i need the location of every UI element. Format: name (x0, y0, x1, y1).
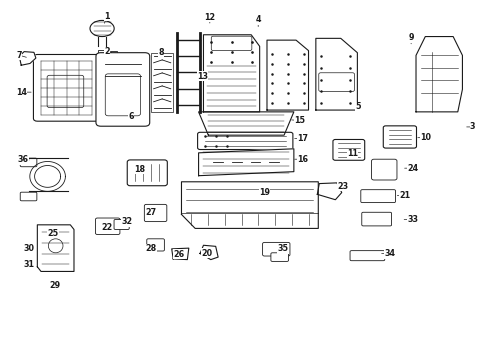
Text: 5: 5 (355, 102, 361, 111)
Text: 26: 26 (173, 250, 184, 259)
Text: 2: 2 (104, 47, 110, 56)
FancyBboxPatch shape (20, 192, 37, 201)
Text: 6: 6 (128, 112, 134, 121)
Bar (111, 51, 117, 54)
Text: 36: 36 (18, 156, 29, 165)
Text: 3: 3 (470, 122, 475, 131)
FancyBboxPatch shape (383, 126, 416, 148)
Text: 32: 32 (121, 217, 132, 226)
FancyBboxPatch shape (33, 54, 100, 121)
Bar (151, 53, 173, 112)
Text: 13: 13 (197, 72, 208, 81)
Text: 9: 9 (408, 33, 414, 42)
Polygon shape (198, 112, 294, 135)
Polygon shape (267, 40, 309, 110)
Text: 34: 34 (384, 249, 395, 258)
FancyBboxPatch shape (350, 251, 385, 261)
Text: 1: 1 (104, 12, 110, 21)
Text: 30: 30 (24, 244, 34, 253)
Polygon shape (181, 182, 318, 228)
Text: 7: 7 (17, 51, 22, 60)
Text: 35: 35 (278, 244, 289, 253)
Text: 31: 31 (24, 260, 34, 269)
Polygon shape (198, 149, 294, 176)
FancyBboxPatch shape (20, 158, 37, 167)
Text: 27: 27 (145, 208, 156, 217)
Text: 8: 8 (158, 48, 164, 57)
Text: 19: 19 (259, 188, 270, 197)
Text: 11: 11 (347, 149, 358, 158)
Bar (98, 50, 109, 55)
FancyBboxPatch shape (362, 212, 392, 226)
Polygon shape (203, 35, 260, 112)
FancyBboxPatch shape (271, 253, 289, 261)
Text: 22: 22 (101, 223, 113, 232)
Text: 25: 25 (48, 229, 58, 238)
Text: 28: 28 (145, 244, 156, 253)
Text: 21: 21 (400, 191, 411, 200)
Text: 29: 29 (49, 280, 60, 289)
FancyBboxPatch shape (147, 239, 164, 251)
Text: 18: 18 (134, 165, 146, 174)
Text: 10: 10 (420, 133, 431, 142)
FancyBboxPatch shape (127, 160, 167, 186)
FancyBboxPatch shape (333, 139, 365, 160)
Text: 23: 23 (337, 182, 348, 191)
Text: 12: 12 (204, 13, 216, 22)
Text: 15: 15 (294, 116, 305, 125)
Text: 14: 14 (16, 87, 27, 96)
Polygon shape (37, 225, 74, 271)
Text: 20: 20 (202, 249, 213, 258)
Polygon shape (200, 245, 218, 260)
FancyBboxPatch shape (361, 190, 395, 203)
Text: 17: 17 (297, 134, 308, 143)
Polygon shape (172, 248, 189, 260)
Text: 16: 16 (297, 155, 308, 164)
Polygon shape (316, 39, 357, 110)
Text: 24: 24 (407, 164, 418, 173)
FancyBboxPatch shape (96, 218, 120, 234)
FancyBboxPatch shape (114, 220, 129, 229)
FancyBboxPatch shape (145, 204, 167, 222)
Ellipse shape (90, 21, 114, 37)
Polygon shape (416, 37, 463, 112)
FancyBboxPatch shape (371, 159, 397, 180)
Text: 4: 4 (255, 15, 261, 24)
Polygon shape (19, 51, 36, 65)
FancyBboxPatch shape (96, 53, 150, 126)
FancyBboxPatch shape (263, 242, 290, 256)
Text: 33: 33 (407, 215, 418, 224)
Polygon shape (318, 183, 342, 200)
